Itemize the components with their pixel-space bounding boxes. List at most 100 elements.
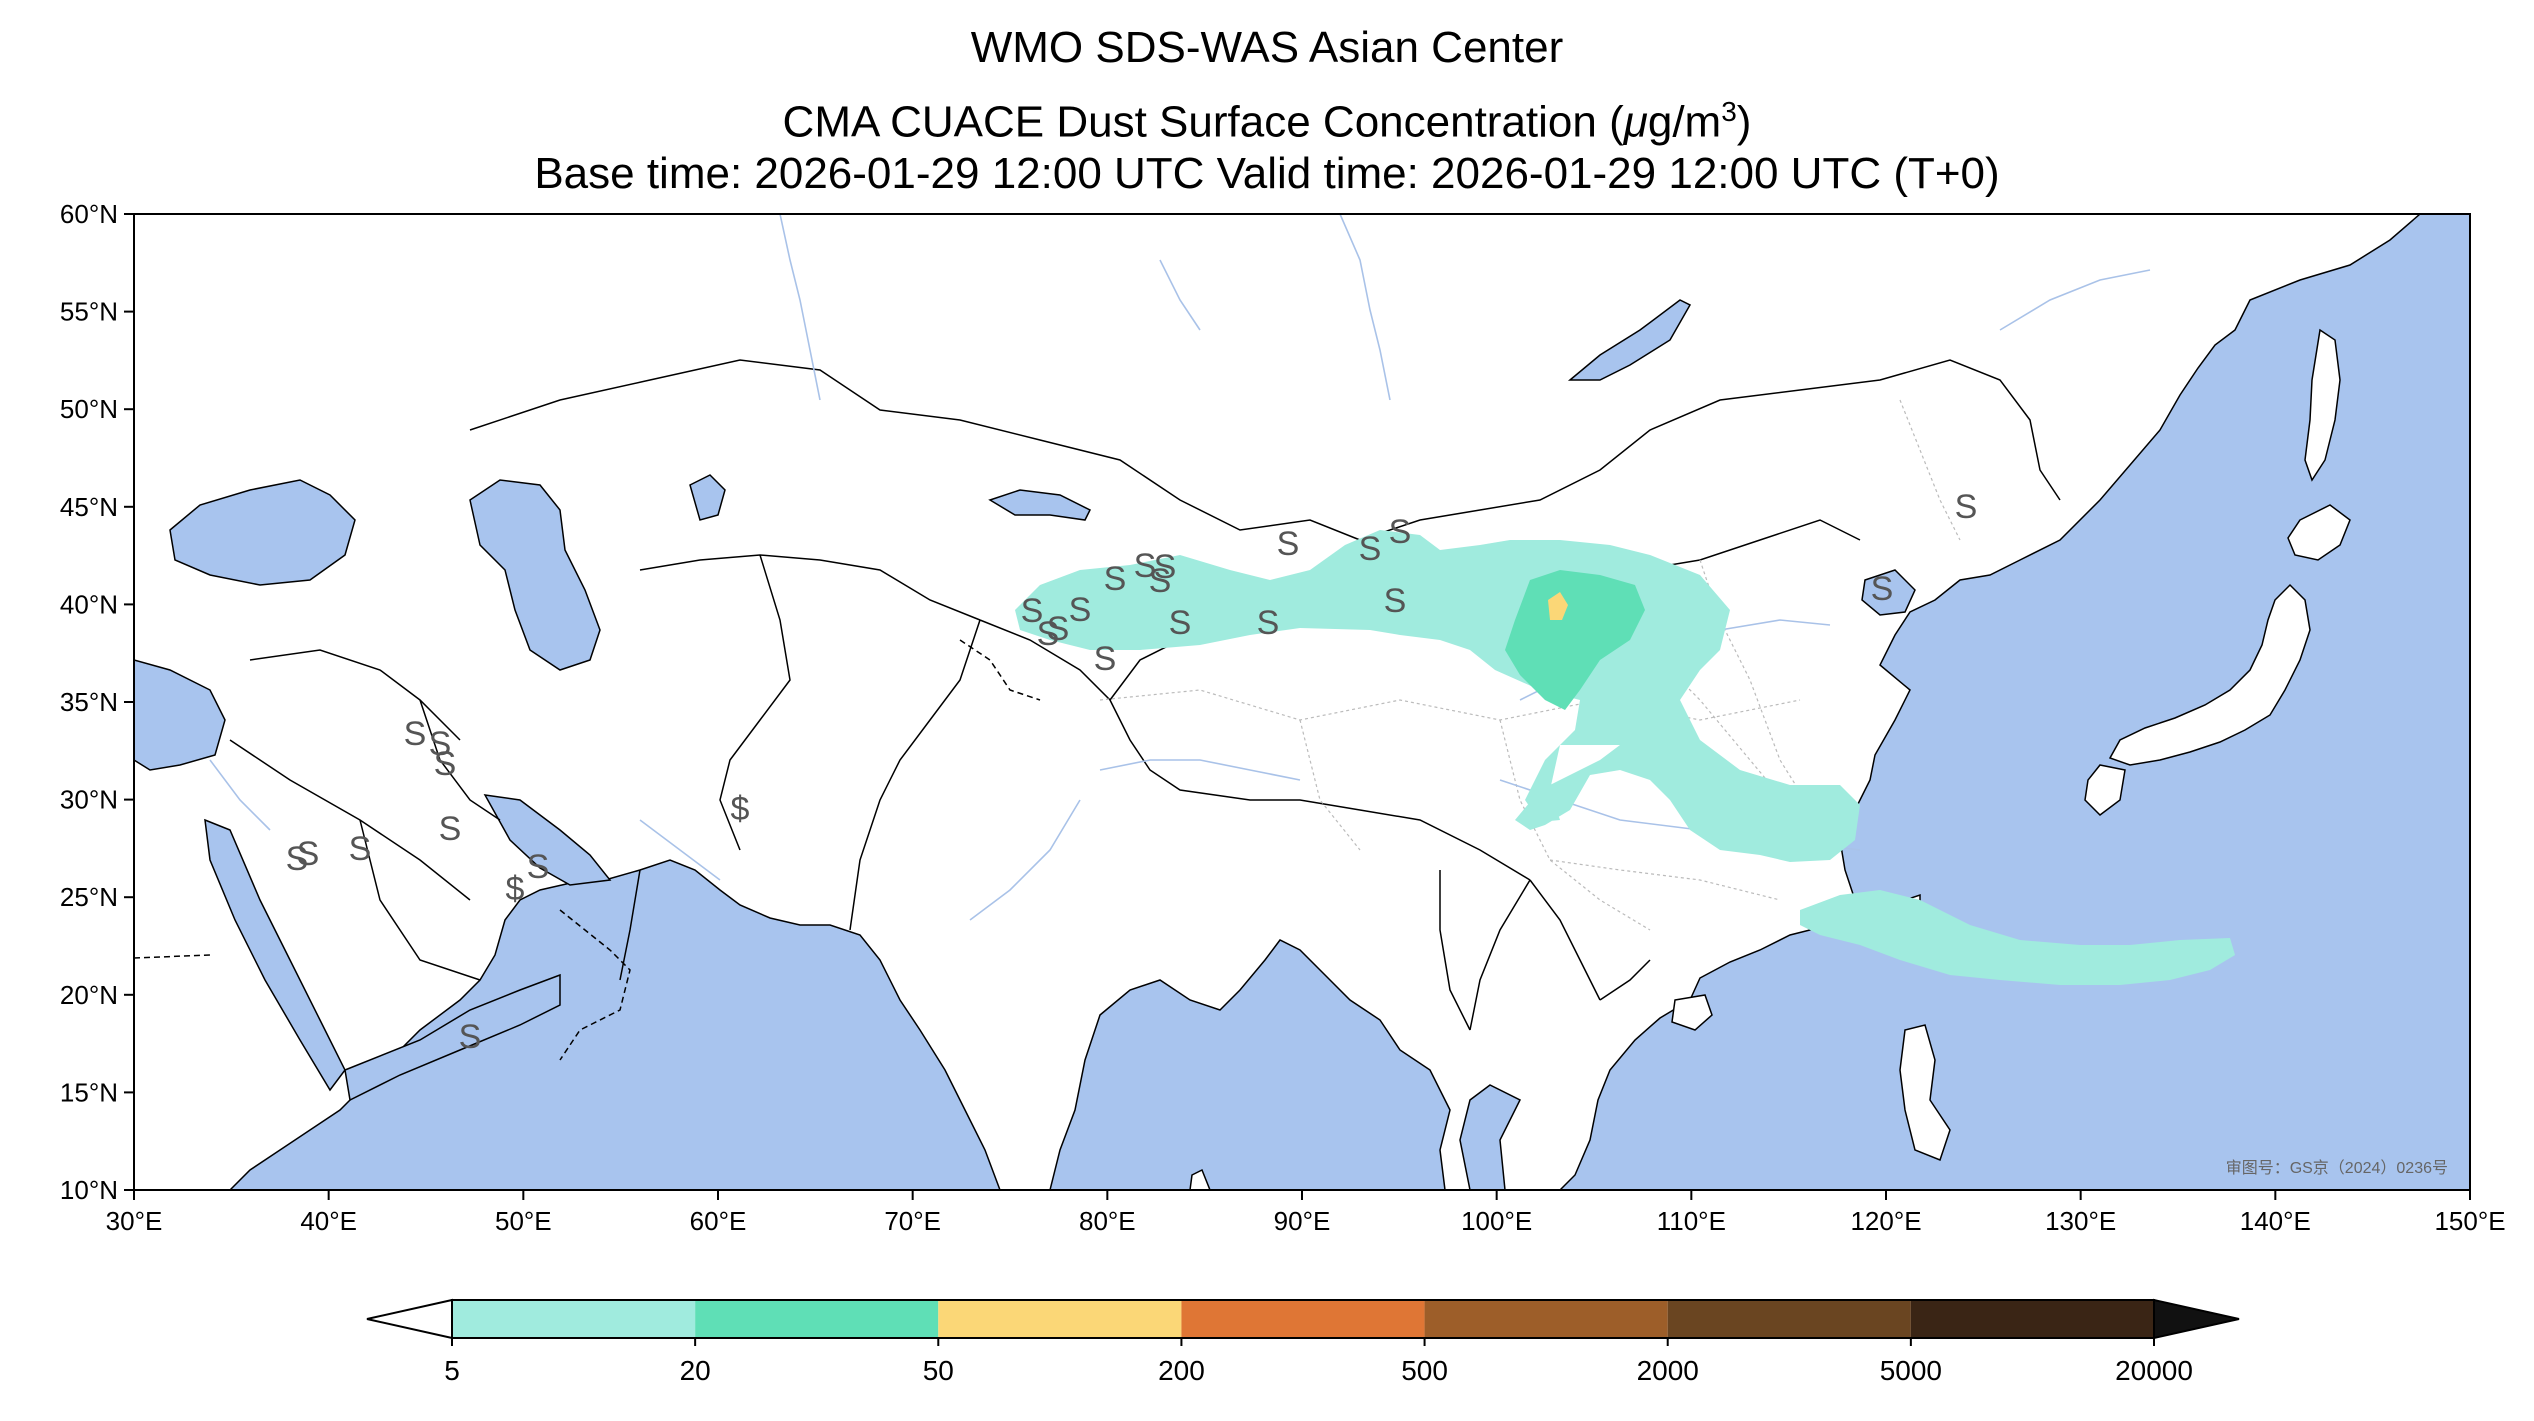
sandstorm-symbol: S xyxy=(527,848,550,886)
landmass-sri-lanka xyxy=(1189,1168,1211,1190)
sandstorm-symbol: S xyxy=(429,725,452,763)
landmass-eurasia xyxy=(134,214,2422,1190)
latitude-ticks: 60°N 55°N 50°N 45°N 40°N 35°N 30°N 25°N 20°N 15°N… xyxy=(60,199,134,1205)
sandstorm-symbol: S xyxy=(349,830,372,868)
landmass-luzon xyxy=(1899,1024,1951,1161)
lake-balkhash xyxy=(988,489,1092,521)
sandstorm-symbol: S xyxy=(1104,560,1127,598)
colorbar: 5 20 50 200 500 2000 5000 20000 xyxy=(366,1298,2240,1386)
subtitle-unit-exponent: 3 xyxy=(1721,96,1737,127)
sandstorm-symbol: S xyxy=(1021,592,1044,630)
lon-tick-label: 80°E xyxy=(1079,1206,1136,1236)
colorbar-segment xyxy=(695,1300,939,1338)
mediterranean-east xyxy=(134,659,226,771)
sandstorm-symbol: S xyxy=(286,840,309,878)
lon-tick-label: 120°E xyxy=(1850,1206,1921,1236)
caspian-sea xyxy=(469,479,601,671)
sandstorm-symbol: S xyxy=(1871,570,1894,608)
lat-tick-label: 45°N xyxy=(60,492,118,522)
lon-tick-label: 100°E xyxy=(1461,1206,1532,1236)
colorbar-level-label: 5000 xyxy=(1880,1355,1942,1386)
sandstorm-symbol: S xyxy=(1047,610,1070,648)
dust-symbol: $ xyxy=(731,790,750,828)
lon-tick-label: 130°E xyxy=(2045,1206,2116,1236)
landmass-sakhalin xyxy=(2304,328,2341,482)
colorbar-extend-high xyxy=(2153,1298,2240,1340)
colorbar-frame xyxy=(451,1299,2155,1339)
dust-contour-20-50 xyxy=(1505,570,1645,710)
gulf-of-aden xyxy=(344,973,561,1102)
lat-tick-label: 20°N xyxy=(60,980,118,1010)
colorbar-segment xyxy=(1181,1300,1425,1338)
subtitle-close: ) xyxy=(1736,97,1752,147)
disputed-borders xyxy=(134,639,1041,1061)
weather-symbols: S S S S S S S S S S S S S S S S S S S S … xyxy=(286,488,1978,1056)
lon-tick-label: 30°E xyxy=(106,1206,163,1236)
sandstorm-symbol: S xyxy=(1134,547,1157,585)
colorbar-segment xyxy=(1424,1300,1668,1338)
landmass-japan-kyushu xyxy=(2084,764,2126,816)
black-sea xyxy=(169,479,356,586)
chart-time-info: Base time: 2026-01-29 12:00 UTC Valid ti… xyxy=(534,149,2000,198)
sandstorm-symbol: S xyxy=(1154,548,1177,586)
sandstorm-symbol: S xyxy=(439,810,462,848)
subtitle-unit: g/m xyxy=(1647,97,1722,147)
sandstorm-symbol: S xyxy=(1359,530,1382,568)
subtitle-mu: μ xyxy=(1623,97,1648,147)
subtitle-text: CMA CUACE Dust Surface Concentration ( xyxy=(782,97,1624,147)
lat-tick-label: 10°N xyxy=(60,1175,118,1205)
dust-symbol: $ xyxy=(506,870,525,908)
red-sea xyxy=(204,818,346,1092)
chart-subtitle: CMA CUACE Dust Surface Concentration (μg… xyxy=(0,84,2534,151)
colorbar-level-label: 2000 xyxy=(1637,1355,1699,1386)
lat-tick-label: 15°N xyxy=(60,1077,118,1107)
sandstorm-symbol: S xyxy=(1384,582,1407,620)
lat-tick-label: 25°N xyxy=(60,882,118,912)
colorbar-level-label: 200 xyxy=(1158,1355,1205,1386)
approval-number: 审图号：GS京（2024）0236号 xyxy=(2226,1159,2448,1177)
lat-tick-label: 50°N xyxy=(60,394,118,424)
sandstorm-symbol: S xyxy=(404,715,427,753)
lon-tick-label: 60°E xyxy=(690,1206,747,1236)
colorbar-level-label: 20 xyxy=(680,1355,711,1386)
sandstorm-symbol: S xyxy=(1094,640,1117,678)
sandstorm-symbol: S xyxy=(1389,513,1412,551)
colorbar-level-label: 50 xyxy=(923,1355,954,1386)
colorbar-extend-low xyxy=(366,1298,453,1340)
colorbar-segment xyxy=(1667,1300,1911,1338)
lake-baikal xyxy=(1567,299,1692,381)
longitude-ticks: 30°E 40°E 50°E 60°E 70°E 80°E 90°E 100°E 110°E 12… xyxy=(106,1190,2506,1236)
colorbar-level-label: 20000 xyxy=(2115,1355,2193,1386)
colorbar-level-label: 5 xyxy=(444,1355,460,1386)
lon-tick-label: 40°E xyxy=(300,1206,357,1236)
dust-contour-5-20 xyxy=(1015,530,2235,985)
colorbar-segment xyxy=(1910,1300,2154,1338)
sandstorm-symbol: S xyxy=(1257,604,1280,642)
persian-gulf xyxy=(483,794,612,886)
landmass-japan-honshu xyxy=(2108,583,2311,766)
sandstorm-symbol: S xyxy=(1955,488,1978,526)
lon-tick-label: 150°E xyxy=(2434,1206,2505,1236)
lon-tick-label: 70°E xyxy=(884,1206,941,1236)
sandstorm-symbol: S xyxy=(1149,562,1172,600)
sandstorm-symbol: S xyxy=(1277,525,1300,563)
sandstorm-symbol: S xyxy=(434,745,457,783)
landmass-japan-hokkaido xyxy=(2287,504,2351,561)
dust-contour-50-200 xyxy=(1548,592,1568,620)
chart-title: WMO SDS-WAS Asian Center xyxy=(970,23,1564,72)
colorbar-level-label: 500 xyxy=(1401,1355,1448,1386)
lat-tick-label: 40°N xyxy=(60,589,118,619)
sandstorm-symbol: S xyxy=(1037,615,1060,653)
aral-sea xyxy=(689,474,726,521)
colorbar-segment xyxy=(452,1300,696,1338)
bohai-sea xyxy=(1861,569,1916,616)
lat-tick-label: 30°N xyxy=(60,785,118,815)
lon-tick-label: 140°E xyxy=(2240,1206,2311,1236)
sandstorm-symbol: S xyxy=(459,1018,482,1056)
sandstorm-symbol: S xyxy=(297,835,320,873)
lon-tick-label: 110°E xyxy=(1657,1206,1726,1236)
sandstorm-symbol: S xyxy=(1169,604,1192,642)
lat-tick-label: 55°N xyxy=(60,297,118,327)
lat-tick-label: 60°N xyxy=(60,199,118,229)
